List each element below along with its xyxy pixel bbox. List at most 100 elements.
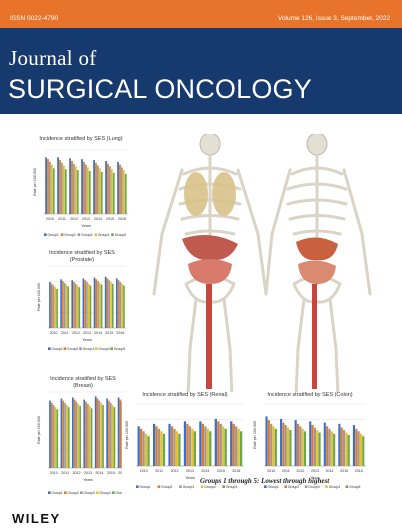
bar [69,158,71,214]
legend-swatch [110,347,113,350]
x-tick-label: 2015 [106,217,114,221]
bar [144,433,148,466]
bar [303,431,307,466]
bar [109,166,111,214]
bar [157,428,161,466]
bar [222,426,225,466]
bar [84,280,86,328]
artwork-caption: Groups 1 through 5: Lowest through highe… [200,477,330,485]
bar [83,399,86,468]
x-tick-label: 2015 [107,471,115,475]
bar [89,285,92,328]
bar [347,435,350,466]
bar [82,278,85,328]
legend-label: Group4 [100,491,111,495]
bar [342,430,346,466]
bar [111,283,114,328]
bar [52,405,55,468]
bar [95,279,98,328]
legend-swatch [304,485,308,488]
bar [204,426,207,466]
bar [62,400,65,468]
bar [100,402,103,468]
bar [85,164,87,214]
legend-swatch [284,485,287,488]
chart-svg-renal: 2010 2011 2012 2013 2014 2015 2016 Years Rate pe… [125,403,244,489]
bar [66,405,68,468]
bar [110,169,113,214]
legend-swatch [94,347,98,350]
bar [294,420,297,466]
bar [108,280,111,328]
legend-label: Group1 [48,233,59,237]
bar [193,431,196,466]
bar [93,277,96,328]
bar [124,173,127,214]
chart-title: Incidence stratified by SES (Prostate) [34,250,130,263]
bar [81,159,83,214]
legend-label: Group5 [115,233,126,237]
chart-prostate: Incidence stratified by SES (Prostate) 20… [34,250,130,358]
x-tick-label: 2013 [311,469,319,473]
chart-title-line2: (Prostate) [69,256,95,263]
x-tick-label: 2010 [50,331,58,335]
legend-swatch [94,233,97,236]
legend-swatch [48,491,51,494]
wiley-logo: WILEY [12,511,61,526]
bar [340,427,343,466]
masthead: Journal of SURGICAL ONCOLOGY [0,28,402,114]
bar [75,401,78,468]
bar [209,431,212,466]
bar [155,426,158,466]
bar [109,402,112,468]
bar [217,421,220,466]
bar [175,431,179,466]
bar [59,160,61,214]
bar [86,167,89,214]
bar [162,433,166,466]
bar [355,428,358,466]
bar [237,428,240,466]
bar [72,397,74,468]
x-tick-label: 2010 [46,217,54,221]
bar [73,281,75,328]
bar [111,405,114,468]
bar [330,431,333,466]
legend-swatch [157,485,161,488]
x-tick-label: 2014 [326,469,334,473]
legend-label: Group3 [308,485,319,489]
bar [95,162,97,214]
bar [49,400,51,468]
bar [152,423,156,466]
bar [333,433,336,466]
bar [178,433,181,466]
bar [65,284,68,328]
legend-label: Group4 [204,485,215,489]
bar [73,399,76,468]
issn-label: ISSN 0022-4790 [10,15,59,22]
bar [60,398,63,468]
legend-swatch [136,485,139,488]
legend-label: Group5 [116,491,127,495]
chart-colon: Incidence stratified by SES (Colon) 2010… [250,392,370,496]
legend-label: Group3 [83,347,94,351]
legend-label: Group1 [52,347,63,351]
bar [345,432,348,466]
bar [119,164,121,214]
bar [108,400,110,468]
legend-label: Group2 [67,347,78,351]
bar [267,420,270,466]
chart-title-line1: Incidence stratified by SES [50,376,116,382]
bar [311,425,314,466]
x-tick-label: 2013 [84,471,92,475]
bar [71,160,73,214]
legend-label: Group3 [81,233,92,237]
bar [230,421,233,466]
legend-swatch [112,491,115,494]
x-axis-label: Years [82,338,92,342]
legend-swatch [264,485,267,488]
bar [112,172,115,214]
bar [219,423,222,466]
bar [338,423,341,466]
